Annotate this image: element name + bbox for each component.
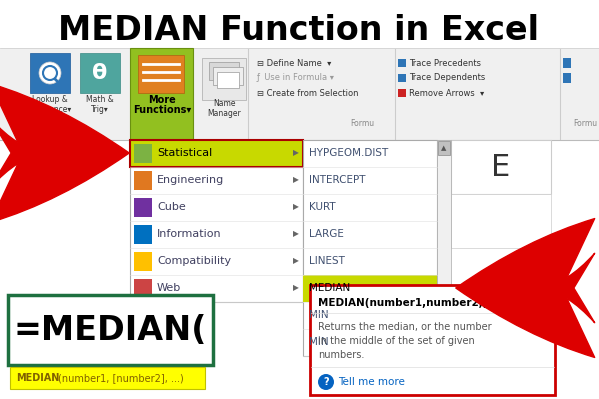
Bar [134, 144, 152, 163]
Text: ▲: ▲ [441, 145, 447, 151]
Text: Trace Precedents: Trace Precedents [409, 59, 481, 67]
Bar [451, 194, 551, 248]
Bar [202, 58, 246, 100]
Bar [10, 367, 205, 389]
Circle shape [39, 62, 61, 84]
Bar [30, 53, 70, 93]
Bar [134, 198, 152, 217]
Bar [130, 48, 193, 140]
Bar [134, 279, 152, 298]
Text: MIN: MIN [309, 310, 329, 320]
Text: ▶: ▶ [293, 229, 299, 239]
Text: (number1, [number2], ...): (number1, [number2], ...) [58, 373, 184, 383]
Text: Functions▾: Functions▾ [133, 105, 191, 115]
Text: ▶: ▶ [293, 257, 299, 265]
Bar [8, 295, 213, 365]
Text: MIN: MIN [309, 337, 329, 347]
Bar [0, 48, 599, 140]
Bar [134, 252, 152, 271]
Bar [130, 140, 303, 302]
Text: θ: θ [92, 63, 108, 83]
Bar [398, 89, 406, 97]
Text: ⊟ Define Name  ▾: ⊟ Define Name ▾ [257, 59, 331, 67]
Text: LARGE: LARGE [309, 229, 344, 239]
Text: Lookup &: Lookup & [32, 95, 68, 105]
Text: ▶: ▶ [293, 203, 299, 211]
Text: Trace Dependents: Trace Dependents [409, 73, 485, 83]
Text: MEDIAN(number1,number2,): MEDIAN(number1,number2,) [318, 298, 488, 308]
Bar [438, 141, 450, 155]
Bar [303, 140, 437, 356]
Bar [134, 225, 152, 244]
Text: HYPGEOM.DIST: HYPGEOM.DIST [309, 148, 388, 158]
Text: ⊟ Create from Selection: ⊟ Create from Selection [257, 89, 358, 97]
Text: E: E [491, 154, 510, 182]
Text: Manager: Manager [207, 109, 241, 117]
Text: in the middle of the set of given: in the middle of the set of given [318, 336, 475, 346]
Text: INTERCEPT: INTERCEPT [309, 175, 365, 185]
Text: Statistical: Statistical [157, 148, 212, 158]
Bar [130, 140, 303, 167]
Text: MEDIAN Function in Excel: MEDIAN Function in Excel [59, 14, 540, 47]
Bar [563, 58, 571, 68]
Text: Returns the median, or the number: Returns the median, or the number [318, 322, 492, 332]
Text: Cube: Cube [157, 202, 186, 212]
Text: KURT: KURT [309, 202, 335, 212]
Text: LINEST: LINEST [309, 256, 345, 266]
Bar [134, 171, 152, 190]
Text: Formu: Formu [350, 119, 374, 128]
Bar [217, 72, 239, 88]
Text: Engineering: Engineering [157, 175, 224, 185]
Text: ▶: ▶ [293, 148, 299, 158]
Text: Math &: Math & [86, 95, 114, 105]
Text: =MEDIAN(: =MEDIAN( [13, 314, 207, 346]
Text: MEDIAN: MEDIAN [16, 373, 59, 383]
Text: ƒ  Use in Formula ▾: ƒ Use in Formula ▾ [257, 73, 335, 83]
Text: Information: Information [157, 229, 222, 239]
Text: Name: Name [213, 99, 235, 107]
Text: MEDIAN: MEDIAN [309, 283, 350, 293]
Text: ▶: ▶ [293, 176, 299, 184]
Bar [138, 55, 184, 93]
Bar [310, 285, 555, 395]
Text: Remove Arrows  ▾: Remove Arrows ▾ [409, 89, 484, 97]
Text: More: More [148, 95, 176, 105]
Text: Reference▾: Reference▾ [29, 105, 71, 115]
Text: ▶: ▶ [293, 284, 299, 292]
Bar [437, 140, 451, 356]
Text: Compatibility: Compatibility [157, 256, 231, 266]
Bar [563, 73, 571, 83]
Text: ?: ? [323, 377, 329, 387]
Bar [209, 62, 239, 80]
Bar [398, 59, 406, 67]
Bar [303, 275, 437, 302]
Text: Trig▾: Trig▾ [91, 105, 109, 115]
Bar [213, 67, 243, 85]
Text: Tell me more: Tell me more [338, 377, 405, 387]
Bar [80, 53, 120, 93]
Bar [398, 74, 406, 82]
Text: numbers.: numbers. [318, 350, 364, 360]
Text: Formu: Formu [573, 119, 597, 128]
Text: Web: Web [157, 283, 181, 293]
Bar [451, 140, 551, 194]
Circle shape [318, 374, 334, 390]
